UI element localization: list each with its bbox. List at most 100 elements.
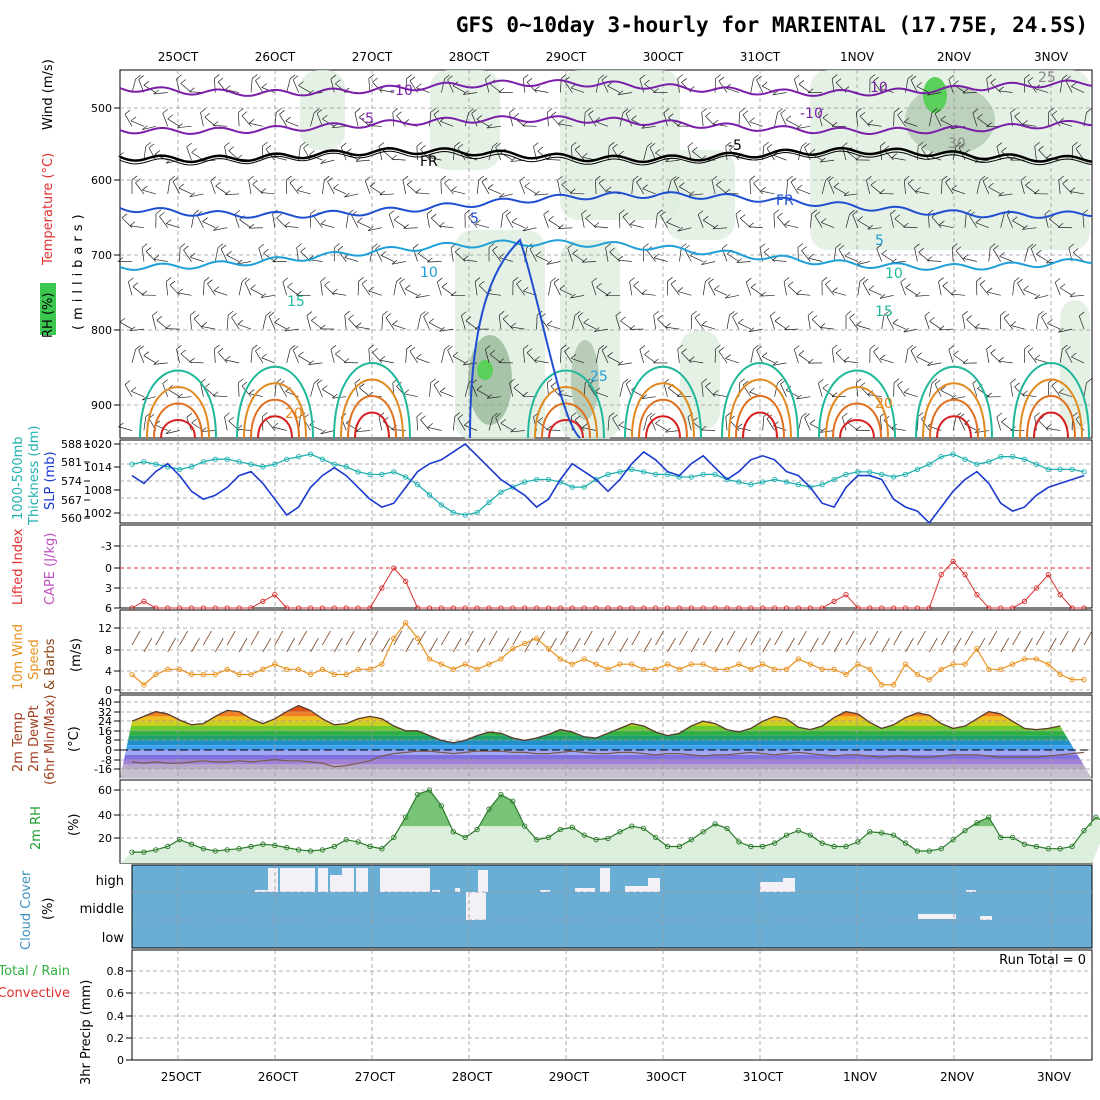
- wind-barb: [916, 86, 930, 93]
- wind-barb-flag: [814, 211, 821, 216]
- wind-barb: [940, 119, 954, 127]
- wind-barb: [519, 180, 526, 195]
- wind-barb-flag: [416, 412, 423, 417]
- contour-label: -5: [728, 138, 742, 154]
- wind-barb-flag: [742, 380, 749, 386]
- wind-barb-flag: [749, 117, 755, 123]
- wind-barb-flag: [210, 176, 216, 181]
- wind-barb: [583, 382, 586, 397]
- wind-barb: [153, 258, 168, 262]
- wind-barb-flag: [773, 209, 780, 215]
- wind-barb: [845, 214, 850, 228]
- lifted-index-line-point: [938, 572, 944, 578]
- rh-shade-area: [300, 70, 345, 150]
- rh-line-point: [533, 837, 540, 843]
- wind-barb: [716, 184, 728, 195]
- wind-barb-flag: [1027, 347, 1034, 352]
- wind-barb: [368, 227, 382, 231]
- wind-barb-flag: [653, 358, 659, 364]
- wind-barb: [690, 255, 704, 262]
- wind-barb-flag: [292, 75, 299, 80]
- temp2m-label3: (6hr Min/Max): [43, 695, 58, 785]
- wind-barb: [213, 227, 228, 231]
- wind-barb: [130, 390, 145, 398]
- thickness-line-point: [200, 459, 207, 465]
- wind-barb-flag: [893, 378, 900, 383]
- rh-line-point: [986, 814, 992, 820]
- temp-contour-diurnal: [742, 411, 778, 439]
- wind-barb-flag: [953, 80, 959, 85]
- wind-barb-flag: [564, 347, 570, 352]
- wind-barb: [668, 387, 680, 397]
- wind-barb-flag: [940, 115, 946, 121]
- wind10-label1: 10m Wind: [11, 624, 26, 690]
- rh-line-point: [426, 787, 433, 793]
- wind-barb-flag: [439, 327, 445, 332]
- wind-speed-line-point: [200, 671, 207, 678]
- wind-barb-flag: [585, 214, 591, 219]
- wind-barb: [153, 92, 168, 95]
- wind10-label2: Speed: [27, 639, 42, 680]
- rh-line-point: [236, 846, 242, 852]
- wind-barb-flag: [372, 77, 378, 83]
- wind-barb-flag: [298, 81, 304, 86]
- wind-barb-flag: [807, 311, 814, 316]
- wind-barb: [931, 216, 942, 228]
- wind-barb-flag: [622, 378, 629, 384]
- wind-barb: [354, 382, 359, 397]
- surface-wind-barb: [214, 637, 224, 653]
- wind-barb-flag: [516, 279, 522, 285]
- wind-barb-flag: [729, 145, 735, 150]
- wind-barb-flag: [1024, 344, 1030, 350]
- cape-label: CAPE (J/kg): [43, 533, 58, 605]
- wind-barb: [793, 79, 799, 93]
- wind-barb: [644, 354, 656, 364]
- cloud-high-bar: [455, 888, 460, 892]
- wind-barb-flag: [285, 116, 291, 122]
- wind-barb: [753, 183, 763, 195]
- wind-barb-flag: [340, 142, 347, 148]
- wind-barb: [217, 352, 228, 364]
- tick-label: 40: [98, 696, 112, 709]
- wind-barb-flag: [998, 191, 1004, 197]
- wind-barb: [436, 281, 442, 296]
- wind-speed-line-point: [450, 666, 456, 672]
- wind-barb-flag: [705, 382, 711, 387]
- surface-wind-barb: [476, 637, 486, 653]
- wind-barb: [986, 78, 990, 93]
- tick-label: 0: [105, 684, 112, 697]
- surface-wind-barb: [274, 630, 284, 646]
- wind-speed-line-point: [438, 661, 445, 667]
- wind-barb: [725, 87, 740, 93]
- wind-barb-flag: [546, 260, 552, 265]
- wind-barb-flag: [1073, 248, 1079, 253]
- thickness-line-point: [831, 476, 837, 483]
- wind-barb: [601, 350, 609, 364]
- wind-barb-flag: [657, 209, 663, 215]
- wind-barb: [224, 416, 228, 431]
- wind-barb: [180, 83, 192, 93]
- thickness-line-point: [700, 471, 706, 478]
- wind-barb-flag: [712, 389, 719, 395]
- date-label-bottom: 30OCT: [646, 1070, 687, 1084]
- wind-barb-flag: [1062, 74, 1068, 79]
- wind-barb-flag: [367, 226, 374, 231]
- wind-barb: [258, 248, 264, 262]
- wind-barb-flag: [166, 277, 172, 282]
- tick-label: 574: [61, 475, 82, 488]
- wind-barb: [486, 125, 501, 129]
- temp-contour-diurnal: [354, 411, 390, 439]
- wind-barb: [708, 282, 716, 296]
- wind-barb-flag: [979, 176, 986, 181]
- surface-wind-barb: [667, 637, 676, 653]
- wind-barb-flag: [361, 279, 368, 285]
- wind-barb-flag: [703, 216, 709, 221]
- wind-barb: [417, 253, 430, 262]
- wind-barb-flag: [344, 192, 350, 198]
- wind-barb-flag: [284, 326, 290, 332]
- wind-barb: [189, 361, 204, 364]
- thickness-line-point: [450, 509, 456, 516]
- wind-barb-flag: [332, 288, 338, 294]
- rh-line-point: [343, 837, 349, 843]
- wind-barb-flag: [165, 429, 172, 434]
